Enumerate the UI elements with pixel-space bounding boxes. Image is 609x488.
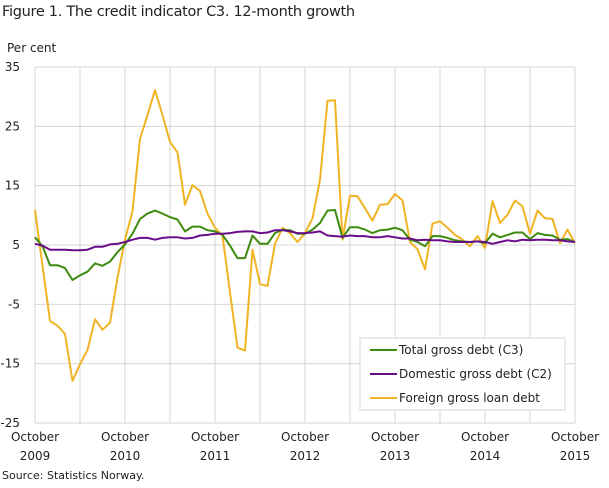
y-tick-label: -25 [0, 416, 20, 430]
x-tick-year: 2014 [470, 449, 501, 463]
legend-label: Foreign gross loan debt [399, 391, 540, 405]
x-tick-year: 2013 [380, 449, 411, 463]
x-tick-month: October [191, 430, 239, 444]
x-tick-month: October [101, 430, 149, 444]
x-tick-month: October [551, 430, 599, 444]
y-tick-label: 15 [5, 179, 20, 193]
y-tick-label: 25 [5, 119, 20, 133]
y-tick-label: -15 [0, 357, 20, 371]
x-tick-month: October [11, 430, 59, 444]
series-lines [34, 89, 576, 382]
legend-label: Total gross debt (C3) [398, 343, 523, 357]
series-line-1 [34, 229, 576, 252]
x-tick-labels: October 2009 October 2010 October 2011 October… [11, 430, 599, 463]
legend-label: Domestic gross debt (C2) [399, 367, 552, 381]
x-tick-year: 2011 [200, 449, 231, 463]
y-axis-label: Per cent [7, 41, 57, 55]
y-tick-label: 5 [12, 238, 20, 252]
legend: Total gross debt (C3) Domestic gross debt… [359, 337, 566, 411]
x-tick-year: 2012 [290, 449, 321, 463]
y-tick-labels: 35 25 15 5 -5 -15 -25 [0, 60, 20, 430]
x-tick-month: October [371, 430, 419, 444]
y-tick-label: -5 [8, 297, 20, 311]
x-tick-year: 2009 [20, 449, 51, 463]
x-tick-year: 2010 [110, 449, 141, 463]
x-tick-year: 2015 [560, 449, 591, 463]
gridlines [34, 66, 576, 424]
x-tick-month: October [281, 430, 329, 444]
source-note: Source: Statistics Norway. [2, 469, 145, 482]
chart-title: Figure 1. The credit indicator C3. 12-mo… [2, 4, 355, 20]
y-tick-label: 35 [5, 60, 20, 74]
x-tick-month: October [461, 430, 509, 444]
